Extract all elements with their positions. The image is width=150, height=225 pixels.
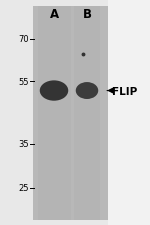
- Text: 25: 25: [18, 183, 28, 192]
- Text: A: A: [50, 8, 58, 21]
- Text: 70: 70: [18, 35, 28, 44]
- Ellipse shape: [76, 83, 98, 99]
- Text: 35: 35: [18, 140, 28, 148]
- Text: FLIP: FLIP: [112, 86, 137, 96]
- Text: 55: 55: [18, 78, 28, 87]
- Bar: [108, 0, 150, 225]
- Bar: [33, 7, 108, 220]
- Text: B: B: [82, 8, 91, 21]
- Bar: [38, 7, 70, 220]
- Ellipse shape: [40, 81, 68, 101]
- Bar: [74, 7, 100, 220]
